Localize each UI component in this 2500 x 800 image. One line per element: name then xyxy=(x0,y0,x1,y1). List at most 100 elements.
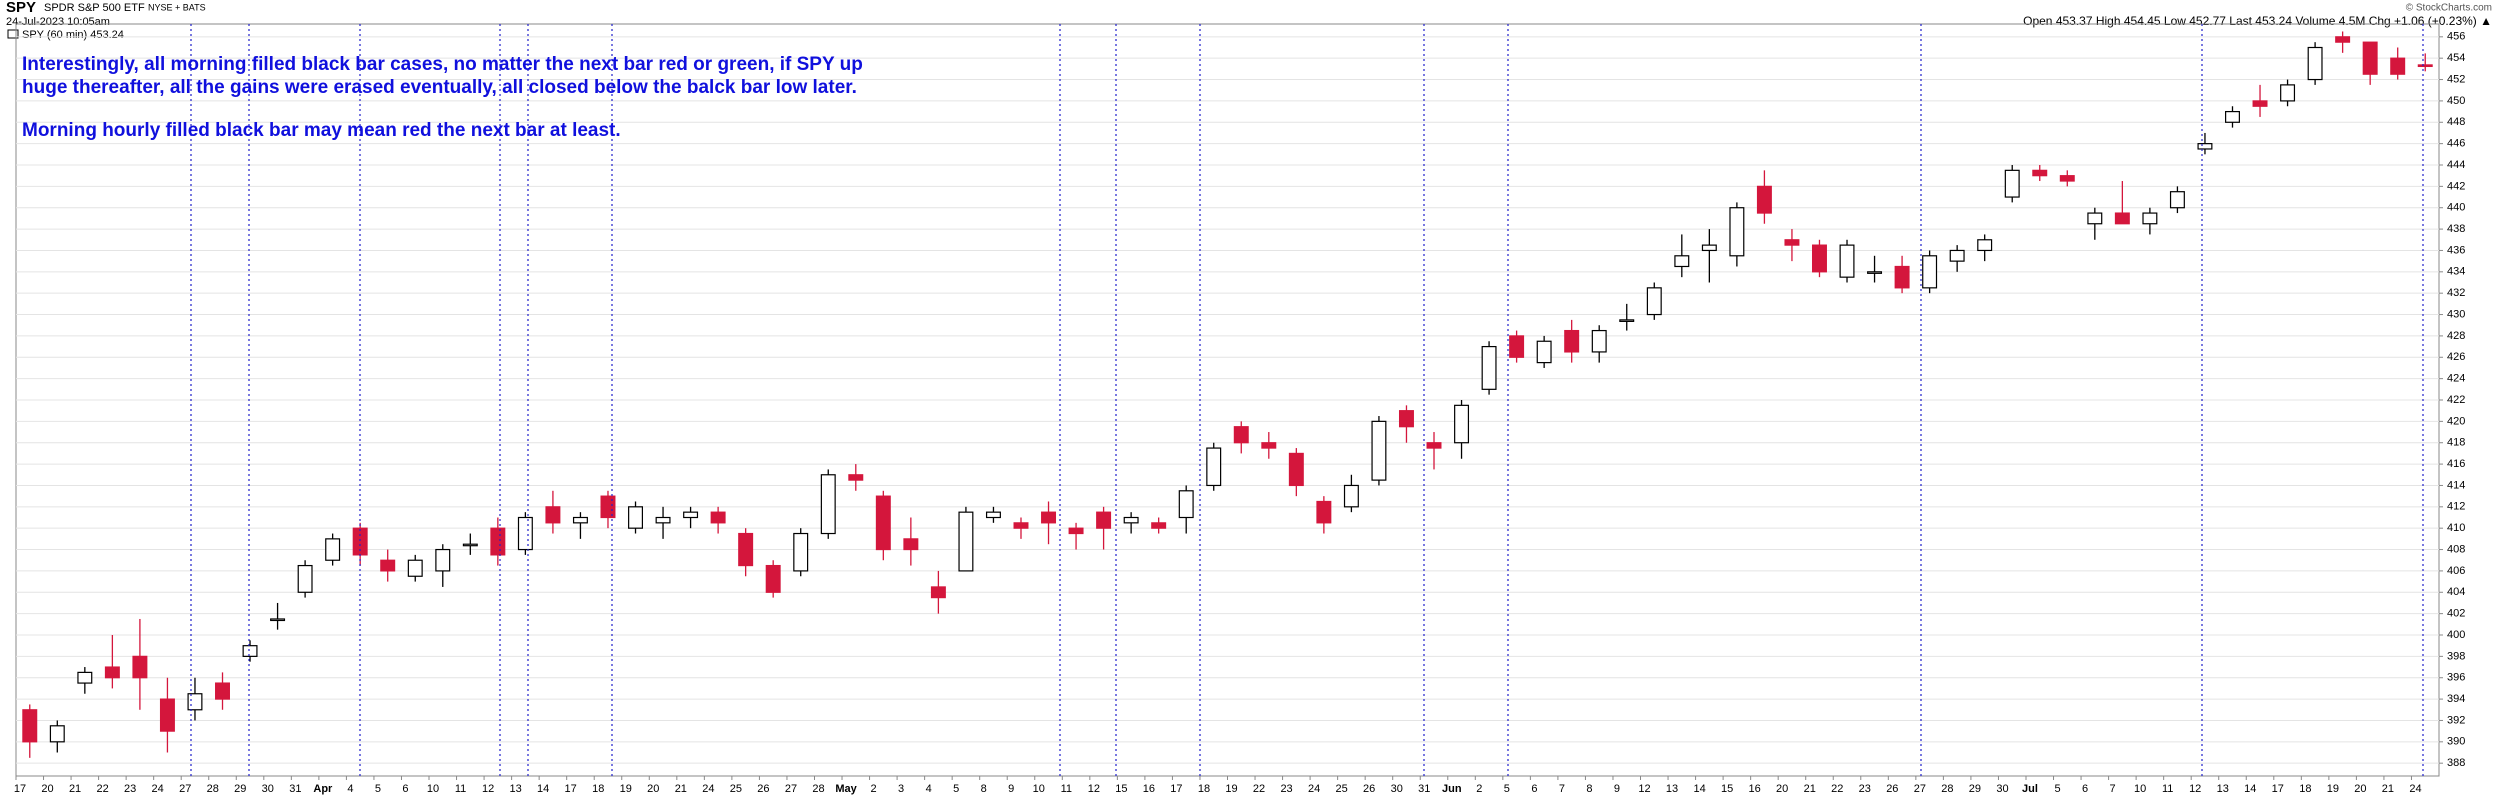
candle-body xyxy=(1316,500,1332,524)
x-tick-label: 14 xyxy=(1693,783,1705,795)
x-tick-label: 31 xyxy=(1418,783,1430,795)
candle-body xyxy=(242,645,258,657)
candle-body xyxy=(22,709,38,743)
x-tick-label: 22 xyxy=(1253,783,1265,795)
y-tick-label: 392 xyxy=(2447,714,2465,726)
x-tick-label: 5 xyxy=(953,783,959,795)
y-tick-label: 436 xyxy=(2447,244,2465,256)
candle-body xyxy=(903,538,919,551)
candle-body xyxy=(1811,244,1827,273)
x-tick-label: Jul xyxy=(2022,783,2038,795)
annotation: Interestingly, all morning filled black … xyxy=(22,54,863,75)
x-tick-label: 24 xyxy=(2409,783,2421,795)
y-tick-label: 406 xyxy=(2447,565,2465,577)
candle-body xyxy=(380,559,396,572)
x-tick-label: 2 xyxy=(1476,783,1482,795)
x-tick-label: 4 xyxy=(347,783,353,795)
y-tick-label: 400 xyxy=(2447,629,2465,641)
candle-body xyxy=(683,511,699,519)
y-tick-label: 432 xyxy=(2447,287,2465,299)
x-tick-label: 15 xyxy=(1115,783,1127,795)
y-tick-label: 416 xyxy=(2447,458,2465,470)
candle-body xyxy=(297,564,313,593)
x-tick-label: 30 xyxy=(1996,783,2008,795)
y-tick-label: 418 xyxy=(2447,437,2465,449)
candle-body xyxy=(1454,404,1470,444)
x-tick-label: 25 xyxy=(730,783,742,795)
y-tick-label: 424 xyxy=(2447,373,2465,385)
x-tick-label: 6 xyxy=(402,783,408,795)
candle-body xyxy=(2335,36,2351,43)
x-tick-label: 23 xyxy=(124,783,136,795)
candle-body xyxy=(435,548,451,572)
candle-body xyxy=(215,682,230,700)
candle-body xyxy=(325,538,341,561)
candle-body xyxy=(1922,255,1938,289)
x-tick-label: 4 xyxy=(926,783,932,795)
candle-body xyxy=(2004,169,2020,198)
x-tick-label: 16 xyxy=(1749,783,1761,795)
candle-body xyxy=(1261,442,1277,449)
annotation: Morning hourly filled black bar may mean… xyxy=(22,120,621,141)
candle-body xyxy=(710,511,726,524)
x-tick-label: 26 xyxy=(757,783,769,795)
candle-body xyxy=(1096,511,1112,529)
x-tick-label: 24 xyxy=(702,783,714,795)
candle-body xyxy=(1949,249,1965,262)
x-tick-label: 12 xyxy=(482,783,494,795)
x-tick-label: 5 xyxy=(375,783,381,795)
legend: SPY (60 min) 453.24 xyxy=(22,29,124,41)
y-tick-label: 414 xyxy=(2447,479,2465,491)
candle-body xyxy=(793,532,809,572)
x-tick-label: 21 xyxy=(1804,783,1816,795)
candle-body xyxy=(2417,64,2433,68)
x-tick-label: Jun xyxy=(1442,783,1462,795)
candle-body xyxy=(738,532,754,567)
x-tick-label: 11 xyxy=(1061,783,1072,795)
x-tick-label: 17 xyxy=(1170,783,1182,795)
candle-body xyxy=(1481,345,1497,390)
x-tick-label: 7 xyxy=(2110,783,2116,795)
x-tick-label: 6 xyxy=(2082,783,2088,795)
x-tick-label: 30 xyxy=(1391,783,1403,795)
x-tick-label: 28 xyxy=(207,783,219,795)
x-tick-label: 3 xyxy=(898,783,904,795)
y-tick-label: 454 xyxy=(2447,52,2465,64)
x-tick-label: 22 xyxy=(1831,783,1843,795)
x-tick-label: 15 xyxy=(1721,783,1733,795)
x-tick-label: 28 xyxy=(812,783,824,795)
y-tick-label: 398 xyxy=(2447,650,2465,662)
candle-body xyxy=(1041,511,1057,524)
x-tick-label: 26 xyxy=(1886,783,1898,795)
candle-body xyxy=(1646,287,1662,316)
y-tick-label: 442 xyxy=(2447,180,2465,192)
x-tick-label: 23 xyxy=(1280,783,1292,795)
candle-body xyxy=(2142,212,2158,225)
y-tick-label: 390 xyxy=(2447,736,2465,748)
x-tick-label: 18 xyxy=(1198,783,1210,795)
candle-body xyxy=(1619,319,1635,322)
y-tick-label: 402 xyxy=(2447,608,2465,620)
candle-body xyxy=(490,527,506,556)
x-tick-label: 13 xyxy=(2217,783,2229,795)
y-tick-label: 448 xyxy=(2447,116,2465,128)
candle-body xyxy=(132,655,148,679)
candle-body xyxy=(1206,447,1222,487)
y-tick-label: 410 xyxy=(2447,522,2465,534)
y-tick-label: 420 xyxy=(2447,415,2465,427)
x-tick-label: 7 xyxy=(1559,783,1565,795)
candle-body xyxy=(2280,84,2296,102)
y-tick-label: 412 xyxy=(2447,501,2465,513)
candle-body xyxy=(765,564,781,593)
candle-body xyxy=(270,618,286,622)
y-tick-label: 440 xyxy=(2447,202,2465,214)
y-tick-label: 428 xyxy=(2447,330,2465,342)
candle-body xyxy=(77,671,93,684)
x-tick-label: 10 xyxy=(2134,783,2146,795)
candle-body xyxy=(1178,490,1194,519)
x-tick-label: 5 xyxy=(2054,783,2060,795)
candle-body xyxy=(1509,335,1525,358)
x-tick-label: 18 xyxy=(592,783,604,795)
candle-body xyxy=(104,666,120,679)
candle-body xyxy=(2252,100,2268,107)
